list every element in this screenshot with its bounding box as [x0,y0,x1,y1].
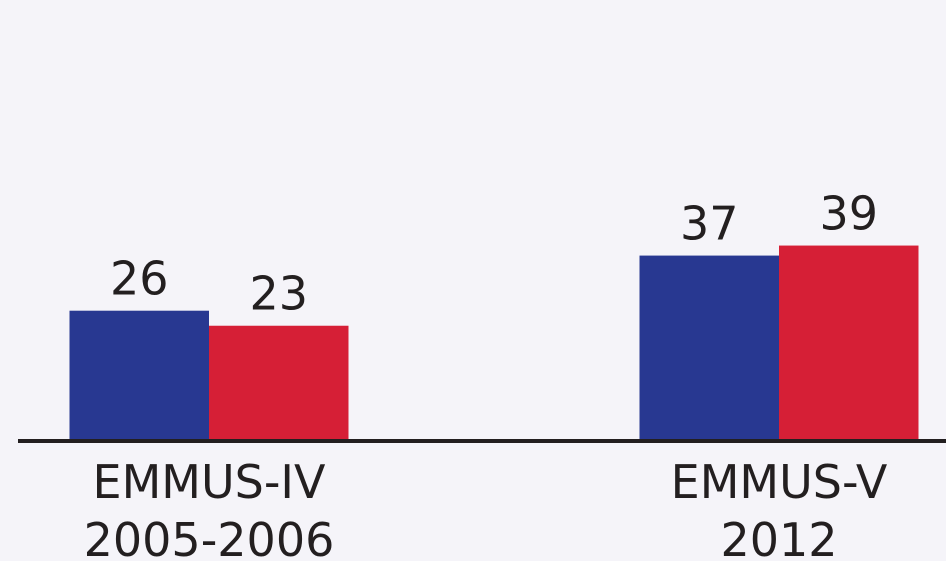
bar [779,245,919,441]
bar [639,255,779,441]
x-tick-label: EMMUS-V [671,455,888,509]
data-label: 23 [249,267,308,321]
x-tick-label: EMMUS-IV [93,455,326,509]
bar [69,310,209,441]
data-label: 37 [680,197,739,251]
x-tick-label: 2012 [720,513,837,561]
data-label: 26 [110,252,169,306]
bar [209,325,349,441]
data-label: 39 [819,187,878,241]
x-tick-label: 2005-2006 [84,513,335,561]
